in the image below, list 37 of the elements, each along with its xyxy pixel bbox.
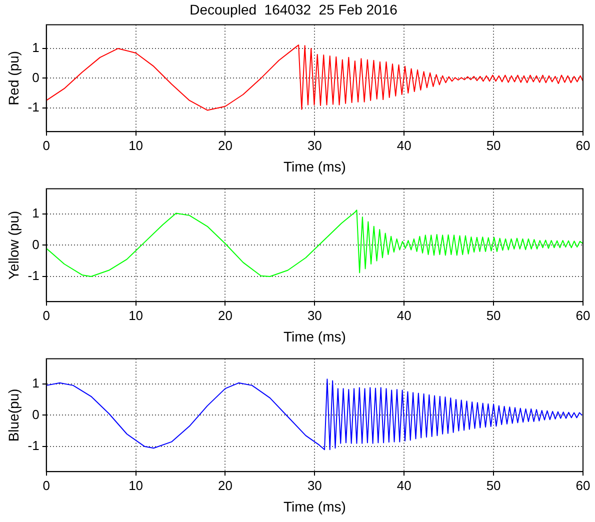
x-axis-title: Time (ms) <box>283 328 346 344</box>
x-tick-label: 20 <box>218 138 232 153</box>
x-tick-label: 0 <box>42 478 50 493</box>
x-tick-label: 30 <box>307 308 322 323</box>
y-tick-label: 0 <box>32 70 40 85</box>
y-tick-label: 0 <box>32 236 40 252</box>
x-tick-label: 30 <box>307 478 322 493</box>
y-axis-title: Blue(pu) <box>5 388 22 442</box>
x-tick-label: 40 <box>396 308 412 323</box>
x-tick-label: 50 <box>486 138 501 153</box>
y-tick-label: 1 <box>32 205 40 220</box>
x-tick-label: 20 <box>218 478 232 493</box>
x-tick-label: 60 <box>576 138 590 153</box>
y-tick-label: -1 <box>28 438 40 454</box>
x-axis-title: Time (ms) <box>283 158 346 174</box>
y-axis-title: Yellow (pu) <box>5 210 22 280</box>
x-tick-label: 40 <box>396 478 412 493</box>
x-tick-label: 40 <box>396 138 412 153</box>
y-tick-label: 1 <box>32 375 40 390</box>
x-tick-label: 10 <box>128 478 144 493</box>
x-tick-label: 20 <box>218 308 232 323</box>
x-tick-label: 0 <box>42 138 50 153</box>
x-tick-label: 10 <box>128 308 144 323</box>
x-tick-label: 50 <box>486 478 501 493</box>
x-tick-label: 60 <box>576 308 590 323</box>
y-axis-title: Red (pu) <box>5 50 22 106</box>
x-tick-label: 10 <box>128 138 144 153</box>
x-tick-label: 60 <box>576 478 590 493</box>
chart-title: Decoupled 164032 25 Feb 2016 <box>190 1 398 18</box>
x-tick-label: 0 <box>42 308 50 323</box>
y-tick-label: -1 <box>28 268 40 284</box>
x-axis-title: Time (ms) <box>283 498 346 514</box>
x-tick-label: 30 <box>307 138 322 153</box>
y-tick-label: 1 <box>32 40 40 56</box>
y-tick-label: 0 <box>32 406 40 422</box>
y-tick-label: -1 <box>28 99 40 114</box>
x-tick-label: 50 <box>486 308 501 323</box>
